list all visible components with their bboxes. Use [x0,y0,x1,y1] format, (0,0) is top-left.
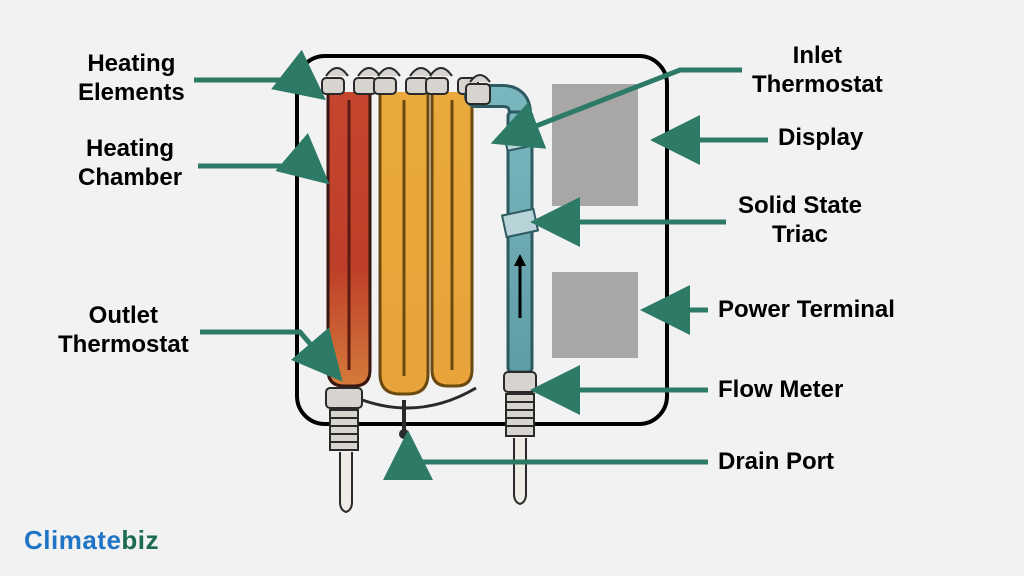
label-outlet-thermostat: Outlet Thermostat [58,302,189,360]
heating-tube-orange-1 [374,68,432,394]
label-flow-meter: Flow Meter [718,376,843,405]
label-drain-port: Drain Port [718,448,834,477]
brand-logo: Climatebiz [24,525,159,556]
heating-tube-red [322,68,380,386]
brand-part-2: biz [121,525,159,555]
diagram-canvas: Heating Elements Heating Chamber Outlet … [0,0,1024,576]
callout-arrows [194,70,768,462]
label-display: Display [778,124,863,153]
label-solid-state-triac: Solid State Triac [738,192,862,250]
brand-part-1: Climate [24,525,121,555]
outlet-coupling [326,388,362,512]
label-power-terminal: Power Terminal [718,296,895,325]
heating-tube-orange-2 [426,68,478,386]
label-heating-elements: Heating Elements [78,50,185,108]
label-inlet-thermostat: Inlet Thermostat [752,42,883,100]
label-heating-chamber: Heating Chamber [78,135,182,193]
